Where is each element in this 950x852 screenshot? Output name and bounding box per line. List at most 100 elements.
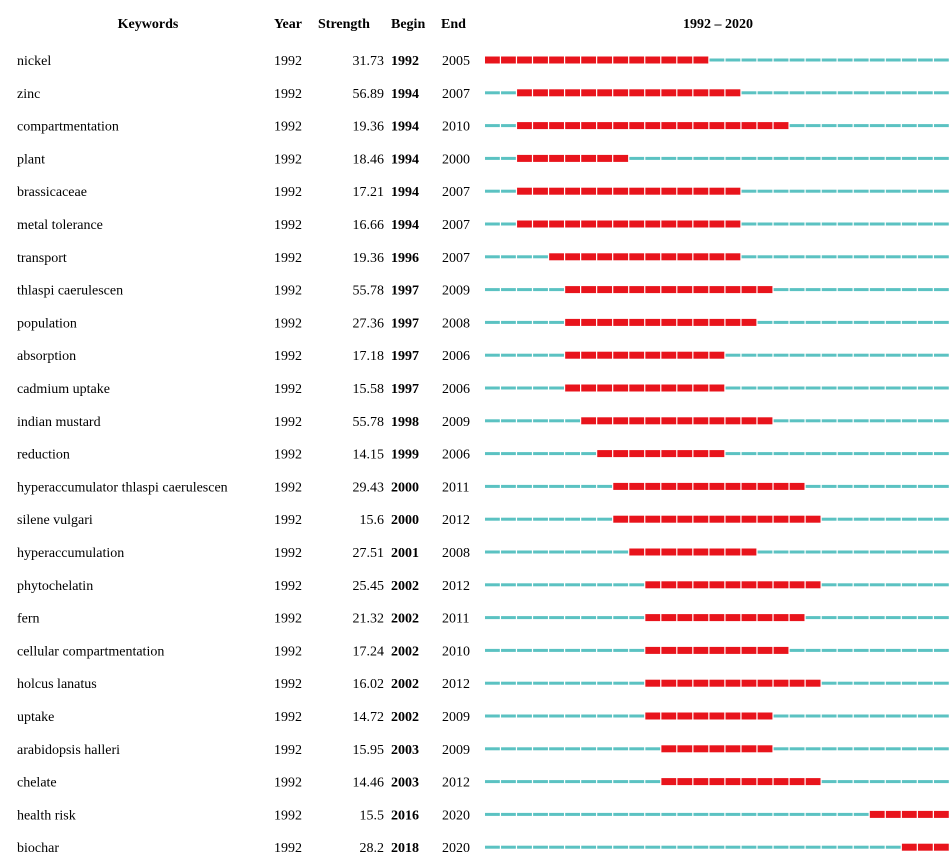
timeline-segment bbox=[853, 452, 869, 456]
burst-segment bbox=[661, 646, 677, 654]
timeline-segment bbox=[917, 91, 933, 95]
burst-segment bbox=[597, 384, 613, 392]
timeline-segment bbox=[597, 747, 613, 751]
timeline-segment bbox=[597, 812, 613, 816]
burst-segment bbox=[709, 745, 725, 753]
burst-segment bbox=[597, 417, 613, 425]
timeline-segment bbox=[581, 517, 597, 521]
burst-segment bbox=[629, 384, 645, 392]
timeline-segment bbox=[533, 780, 548, 784]
timeline-segment bbox=[565, 517, 580, 521]
timeline-segment bbox=[789, 419, 805, 423]
timeline-segment bbox=[821, 91, 837, 95]
begin-value: 1999 bbox=[391, 448, 419, 463]
timeline-segment bbox=[565, 812, 580, 816]
burst-segment bbox=[661, 450, 677, 458]
timeline-segment bbox=[837, 550, 853, 554]
timeline-segment bbox=[917, 255, 933, 259]
burst-segment bbox=[645, 122, 661, 130]
timeline-segment bbox=[581, 550, 597, 554]
burst-segment bbox=[549, 187, 564, 195]
timeline-segment bbox=[709, 812, 725, 816]
strength-value: 55.78 bbox=[353, 415, 385, 430]
timeline-segment bbox=[773, 386, 789, 390]
burst-segment bbox=[693, 679, 709, 687]
timeline-segment bbox=[565, 484, 580, 488]
timeline-segment bbox=[901, 714, 917, 718]
timeline-segment bbox=[549, 353, 564, 357]
burst-segment bbox=[709, 482, 725, 490]
timeline-segment bbox=[917, 550, 933, 554]
timeline-segment bbox=[885, 648, 901, 652]
timeline-segment bbox=[789, 845, 805, 849]
burst-segment bbox=[677, 679, 693, 687]
timeline-segment bbox=[917, 419, 933, 423]
burst-segment bbox=[549, 89, 564, 97]
timeline-segment bbox=[901, 550, 917, 554]
begin-value: 2003 bbox=[391, 743, 419, 758]
timeline-segment bbox=[533, 386, 548, 390]
burst-segment bbox=[565, 286, 580, 294]
strength-value: 17.18 bbox=[353, 349, 385, 364]
year-value: 1992 bbox=[274, 448, 302, 463]
timeline-segment bbox=[693, 812, 709, 816]
burst-segment bbox=[597, 253, 613, 261]
keyword-label: cellular compartmentation bbox=[17, 644, 164, 659]
burst-segment bbox=[693, 712, 709, 720]
timeline-segment bbox=[885, 747, 901, 751]
timeline-segment bbox=[853, 648, 869, 652]
burst-segment bbox=[693, 646, 709, 654]
year-value: 1992 bbox=[274, 349, 302, 364]
timeline-segment bbox=[901, 124, 917, 128]
year-value: 1992 bbox=[274, 841, 302, 852]
burst-segment bbox=[645, 220, 661, 228]
timeline-segment bbox=[853, 320, 869, 324]
timeline-segment bbox=[933, 517, 949, 521]
timeline-segment bbox=[741, 386, 757, 390]
timeline-segment bbox=[885, 780, 901, 784]
burst-segment bbox=[645, 351, 661, 359]
timeline-segment bbox=[485, 780, 500, 784]
end-value: 2006 bbox=[442, 382, 470, 397]
burst-segment bbox=[645, 646, 661, 654]
timeline-segment bbox=[901, 91, 917, 95]
burst-segment bbox=[741, 581, 757, 589]
timeline-segment bbox=[501, 452, 516, 456]
timeline-segment bbox=[805, 255, 821, 259]
timeline-segment bbox=[773, 156, 789, 160]
begin-value: 1997 bbox=[391, 382, 419, 397]
timeline-segment bbox=[501, 812, 516, 816]
strength-value: 16.02 bbox=[353, 677, 385, 692]
end-value: 2012 bbox=[442, 579, 470, 594]
keyword-label: hyperaccumulator thlaspi caerulescen bbox=[17, 480, 228, 495]
timeline-segment bbox=[485, 583, 500, 587]
keyword-label: arabidopsis halleri bbox=[17, 743, 120, 758]
timeline-segment bbox=[629, 583, 645, 587]
timeline-segment bbox=[853, 288, 869, 292]
timeline-segment bbox=[485, 353, 500, 357]
timeline-segment bbox=[917, 583, 933, 587]
begin-value: 2018 bbox=[391, 841, 419, 852]
timeline-segment bbox=[837, 58, 853, 62]
timeline-segment bbox=[837, 484, 853, 488]
timeline-segment bbox=[821, 255, 837, 259]
burst-segment bbox=[709, 286, 725, 294]
burst-segment bbox=[645, 187, 661, 195]
burst-segment bbox=[741, 318, 757, 326]
timeline-segment bbox=[821, 583, 837, 587]
burst-segment bbox=[693, 482, 709, 490]
header-begin: Begin bbox=[391, 17, 425, 32]
timeline-segment bbox=[917, 681, 933, 685]
burst-segment bbox=[917, 810, 933, 818]
burst-segment bbox=[677, 122, 693, 130]
keyword-label: metal tolerance bbox=[17, 218, 103, 233]
timeline-segment bbox=[501, 550, 516, 554]
burst-segment bbox=[597, 220, 613, 228]
timeline-segment bbox=[821, 124, 837, 128]
timeline-segment bbox=[645, 780, 661, 784]
burst-segment bbox=[709, 548, 725, 556]
begin-value: 1994 bbox=[391, 87, 419, 102]
burst-segment bbox=[725, 581, 741, 589]
timeline-segment bbox=[917, 156, 933, 160]
burst-segment bbox=[661, 220, 677, 228]
